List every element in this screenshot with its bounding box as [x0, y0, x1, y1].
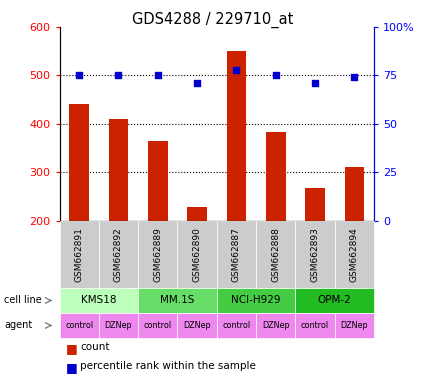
Text: control: control	[222, 321, 250, 330]
Bar	[109, 119, 128, 221]
Text: agent: agent	[4, 320, 32, 331]
Point	[194, 80, 201, 86]
Text: GSM662889: GSM662889	[153, 227, 162, 282]
Text: GSM662892: GSM662892	[114, 227, 123, 282]
Text: control: control	[301, 321, 329, 330]
Bar	[345, 167, 364, 221]
Text: OPM-2: OPM-2	[318, 295, 351, 306]
Text: NCI-H929: NCI-H929	[231, 295, 281, 306]
Point	[272, 72, 279, 78]
Text: cell line: cell line	[4, 295, 42, 306]
Text: DZNep: DZNep	[262, 321, 289, 330]
Text: DZNep: DZNep	[340, 321, 368, 330]
Point	[115, 72, 122, 78]
Text: DZNep: DZNep	[105, 321, 132, 330]
Bar	[305, 188, 325, 221]
Text: GSM662890: GSM662890	[193, 227, 201, 282]
Text: KMS18: KMS18	[81, 295, 116, 306]
Text: ■: ■	[66, 342, 78, 355]
Text: GSM662894: GSM662894	[350, 227, 359, 282]
Text: GSM662888: GSM662888	[271, 227, 280, 282]
Bar	[266, 132, 286, 221]
Text: GSM662887: GSM662887	[232, 227, 241, 282]
Text: percentile rank within the sample: percentile rank within the sample	[80, 361, 256, 371]
Point	[312, 80, 318, 86]
Text: MM.1S: MM.1S	[160, 295, 195, 306]
Text: control: control	[144, 321, 172, 330]
Text: ■: ■	[66, 361, 78, 374]
Bar	[69, 104, 89, 221]
Text: GSM662893: GSM662893	[311, 227, 320, 282]
Point	[154, 72, 161, 78]
Bar	[187, 207, 207, 221]
Text: GDS4288 / 229710_at: GDS4288 / 229710_at	[132, 12, 293, 28]
Point	[76, 72, 82, 78]
Bar	[227, 51, 246, 221]
Point	[233, 66, 240, 73]
Text: DZNep: DZNep	[183, 321, 211, 330]
Text: count: count	[80, 342, 109, 352]
Text: control: control	[65, 321, 93, 330]
Point	[351, 74, 358, 80]
Bar	[148, 141, 167, 221]
Text: GSM662891: GSM662891	[75, 227, 84, 282]
